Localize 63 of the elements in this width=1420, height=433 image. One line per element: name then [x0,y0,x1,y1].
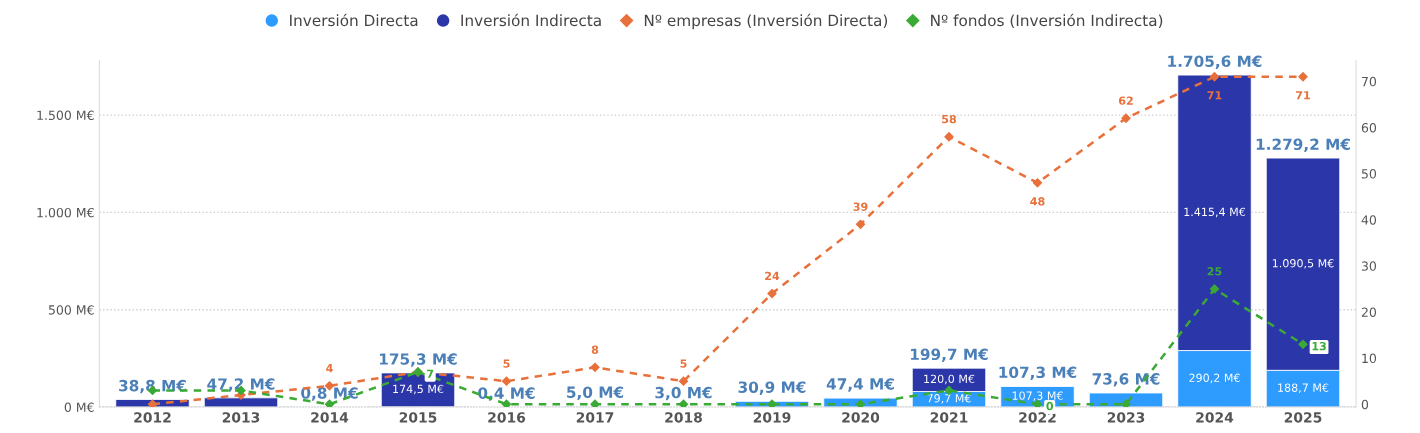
y2-tick-label: 20 [1361,307,1377,317]
total-label: 73,6 M€ [1092,373,1160,387]
y2-tick-label: 50 [1361,169,1377,179]
x-tick-label: 2018 [665,412,702,423]
data-label: 5 [503,359,510,368]
y2-tick-label: 70 [1361,76,1377,87]
data-label: 1.090,5 M€ [1272,259,1334,269]
data-label: 8 [591,345,599,354]
data-label: 25 [1207,267,1222,276]
data-label: 71 [1207,91,1222,100]
x-tick-label: 2012 [134,412,171,423]
total-label: 47,4 M€ [826,378,894,392]
y2-tick-label: 10 [1362,353,1377,364]
x-tick-label: 2021 [930,412,968,423]
y2-tick-label: 30 [1361,261,1377,271]
data-label: 39 [853,202,868,211]
total-label: 175,3 M€ [379,353,457,367]
x-tick-label: 2014 [311,412,349,423]
data-label: 107,3 M€ [1012,391,1063,401]
x-tick-label: 2024 [1196,412,1234,423]
data-label: 4 [326,364,333,373]
y-tick-label: 1.500 M€ [37,110,94,121]
data-label: 62 [1118,96,1133,105]
x-tick-label: 2020 [842,412,880,423]
data-label: 1.415,4 M€ [1184,207,1246,218]
data-label: 48 [1030,197,1045,206]
x-tick-label: 2017 [576,412,614,423]
total-label: 30,9 M€ [738,381,806,395]
legend-label: Nº fondos (Inversión Indirecta) [931,13,1163,28]
legend-label: Inversión Directa [290,13,418,27]
legend-label: Nº empresas (Inversión Directa) [644,13,888,30]
total-label: 5,0 M€ [567,386,624,400]
data-label: 188,7 M€ [1278,383,1329,394]
x-tick-label: 2013 [222,412,260,423]
data-label: 0 [1046,401,1054,411]
data-label: 290,2 M€ [1189,373,1240,384]
y-tick-label: 500 M€ [48,305,94,315]
data-label: 7 [427,369,434,378]
data-label: 174,5 M€ [393,384,444,395]
data-label: 120,0 M€ [924,374,975,385]
total-label: 1.279,2 M€ [1256,138,1350,152]
data-label: 71 [1296,91,1310,100]
x-tick-label: 2025 [1284,412,1322,423]
y-tick-label: 0 M€ [64,402,94,412]
data-label: 58 [942,114,957,124]
x-tick-label: 2019 [753,412,791,423]
y2-tick-label: 60 [1361,122,1377,133]
data-label: 79,7 M€ [927,394,971,404]
total-label: 1.705,6 M€ [1168,55,1262,69]
legend-label: Inversión Indirecta [461,13,601,27]
y2-tick-label: 0 [1361,399,1369,410]
total-label: 0,4 M€ [478,387,535,401]
x-tick-label: 2023 [1107,412,1145,423]
total-label: 3,0 M€ [655,386,712,401]
total-label: 107,3 M€ [999,366,1077,381]
x-tick-label: 2016 [488,412,526,423]
data-label: 24 [765,271,780,280]
data-label: 5 [680,359,687,368]
x-tick-label: 2015 [399,412,437,423]
total-label: 199,7 M€ [910,348,988,363]
data-label: 13 [1312,341,1326,351]
y-tick-label: 1.000 M€ [37,207,94,218]
y2-tick-label: 40 [1361,215,1377,225]
